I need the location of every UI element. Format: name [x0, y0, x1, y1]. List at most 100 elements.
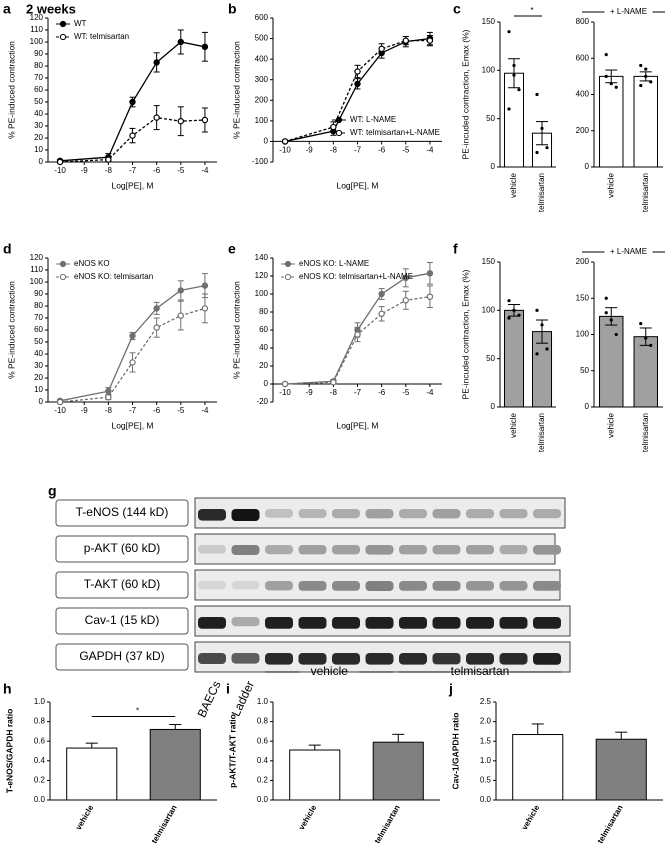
- marker: [201, 116, 209, 124]
- panel-letter: a: [3, 1, 11, 17]
- x-tick-label: telmisartan: [641, 173, 650, 212]
- y-tick-label: 100: [482, 305, 496, 314]
- marker: [153, 305, 160, 312]
- blot-label-box: [55, 571, 189, 599]
- marker: [177, 312, 184, 319]
- y-tick-label: 80: [259, 307, 268, 316]
- blot-band: [298, 545, 327, 555]
- blot-label-box: [55, 607, 189, 635]
- blot-band: [432, 617, 461, 629]
- x-tick-label: -5: [177, 166, 185, 175]
- data-point: [604, 296, 608, 300]
- data-point: [609, 318, 613, 322]
- y-tick-label: 80: [34, 61, 43, 70]
- y-tick-label: -20: [256, 397, 268, 406]
- x-tick-label: -10: [279, 388, 291, 397]
- y-tick-label: 0.8: [257, 717, 269, 726]
- y-axis-label: % PE-induced contraction: [231, 41, 241, 139]
- x-tick-label: -10: [54, 406, 66, 415]
- y-tick-label: 400: [576, 90, 590, 99]
- blot-band: [399, 653, 427, 665]
- marker: [105, 156, 112, 163]
- series-line: [60, 41, 206, 162]
- blot-band: [499, 581, 528, 591]
- blot-band: [265, 653, 293, 665]
- y-tick-label: 600: [255, 13, 269, 22]
- marker: [129, 359, 136, 366]
- y-tick-label: 60: [259, 325, 268, 334]
- x-axis-label: Log[PE], M: [336, 420, 378, 430]
- panel-letter: c: [453, 1, 461, 17]
- legend-marker: [335, 116, 343, 124]
- y-tick-label: 50: [34, 337, 43, 346]
- group-label: telmisartan: [451, 664, 510, 678]
- blot-band: [533, 509, 561, 519]
- blot-band: [231, 509, 260, 521]
- blot-label: Cav-1 (15 kD): [85, 613, 160, 627]
- y-tick-label: 100: [255, 289, 269, 298]
- bar: [595, 738, 647, 801]
- y-tick-label: 50: [34, 97, 43, 106]
- x-tick-label: -9: [306, 388, 314, 397]
- x-tick-label: -5: [177, 406, 185, 415]
- marker: [129, 132, 136, 139]
- x-tick-label: -4: [426, 388, 434, 397]
- y-tick-label: 100: [30, 277, 44, 286]
- blot-label: p-AKT (60 kD): [84, 541, 160, 555]
- y-tick-label: 140: [255, 253, 269, 262]
- series-line: [60, 116, 205, 163]
- blot-band: [265, 509, 293, 518]
- x-tick-label: telmisartan: [537, 173, 546, 212]
- blot-label: GAPDH (37 kD): [79, 649, 164, 663]
- blot-band: [399, 617, 427, 629]
- blot-band: [499, 617, 528, 629]
- y-axis-label: % PE-induced contraction: [6, 41, 16, 139]
- marker: [378, 290, 385, 298]
- data-point: [535, 92, 539, 97]
- data-point: [639, 322, 643, 326]
- blot-label: T-AKT (60 kD): [84, 577, 160, 591]
- figure-title: 2 weeks: [26, 1, 76, 16]
- data-point: [535, 308, 539, 312]
- legend-label: WT: telmisartan+L-NAME: [350, 128, 440, 137]
- blot-band: [198, 545, 226, 554]
- x-tick-label: -6: [378, 388, 386, 397]
- x-tick-label: -8: [105, 406, 113, 415]
- blot-band: [231, 545, 260, 555]
- y-tick-label: 0.0: [34, 795, 46, 804]
- y-tick-label: 60: [34, 85, 43, 94]
- legend-label: eNOS KO: telmisartan: [74, 272, 153, 281]
- y-tick-label: 120: [255, 271, 269, 280]
- blot-band: [432, 545, 461, 555]
- data-point: [540, 323, 544, 327]
- legend-label: WT: L-NAME: [350, 115, 396, 124]
- marker: [354, 331, 361, 338]
- data-point: [639, 83, 643, 88]
- y-tick-label: 500: [255, 34, 269, 43]
- marker: [201, 305, 209, 312]
- data-point: [545, 146, 549, 150]
- y-tick-label: 0.8: [34, 717, 46, 726]
- x-tick-label: vehicle: [74, 803, 96, 831]
- blot-band: [365, 617, 394, 629]
- x-tick-label: telmisartan: [150, 803, 179, 845]
- y-tick-label: 0.2: [257, 776, 269, 785]
- y-tick-label: 0: [585, 402, 590, 411]
- x-tick-label: -9: [81, 406, 89, 415]
- data-point: [639, 63, 643, 68]
- y-tick-label: 150: [482, 17, 496, 26]
- bar: [599, 75, 624, 168]
- blot-band: [198, 581, 226, 590]
- blot-band: [466, 617, 494, 629]
- bar: [512, 734, 564, 801]
- x-axis-label: Log[PE], M: [111, 420, 153, 430]
- x-tick-label: -6: [153, 166, 161, 175]
- blot-band: [198, 653, 226, 664]
- legend-marker: [59, 260, 67, 268]
- marker: [153, 324, 160, 331]
- marker: [56, 398, 64, 406]
- x-tick-label: -7: [354, 146, 362, 155]
- x-tick-label: vehicle: [606, 412, 615, 437]
- lane-label: Ladder: [229, 679, 257, 719]
- x-tick-label: -7: [354, 388, 362, 397]
